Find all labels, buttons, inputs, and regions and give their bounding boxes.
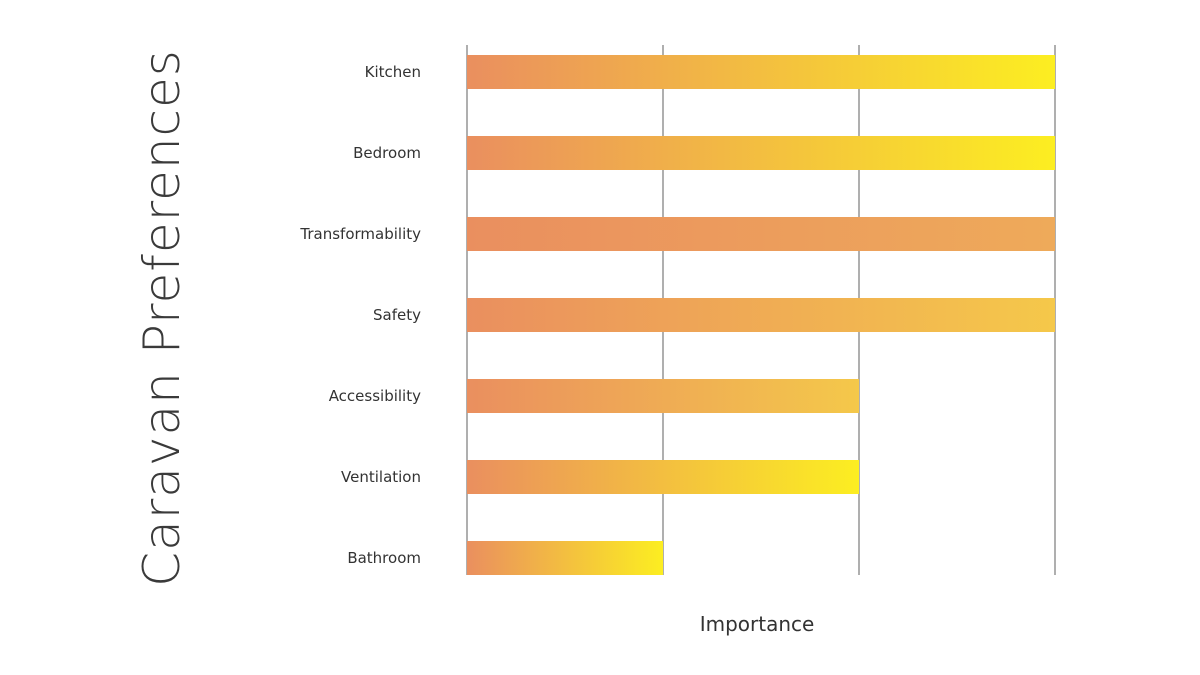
category-label: Bathroom <box>347 549 421 567</box>
category-label: Bedroom <box>353 144 421 162</box>
bar-kitchen <box>467 55 1055 89</box>
bar-bedroom <box>467 136 1055 170</box>
category-label: Ventilation <box>341 468 421 486</box>
bar-accessibility <box>467 379 859 413</box>
x-axis-label: Importance <box>699 612 815 636</box>
category-label: Accessibility <box>329 387 421 405</box>
bar-transformability <box>467 217 1055 251</box>
bar-ventilation <box>467 460 859 494</box>
category-label: Safety <box>373 306 421 324</box>
category-label: Transformability <box>299 225 421 243</box>
bar-safety <box>467 298 1055 332</box>
category-label: Kitchen <box>365 63 421 81</box>
bar-bathroom <box>467 541 663 575</box>
